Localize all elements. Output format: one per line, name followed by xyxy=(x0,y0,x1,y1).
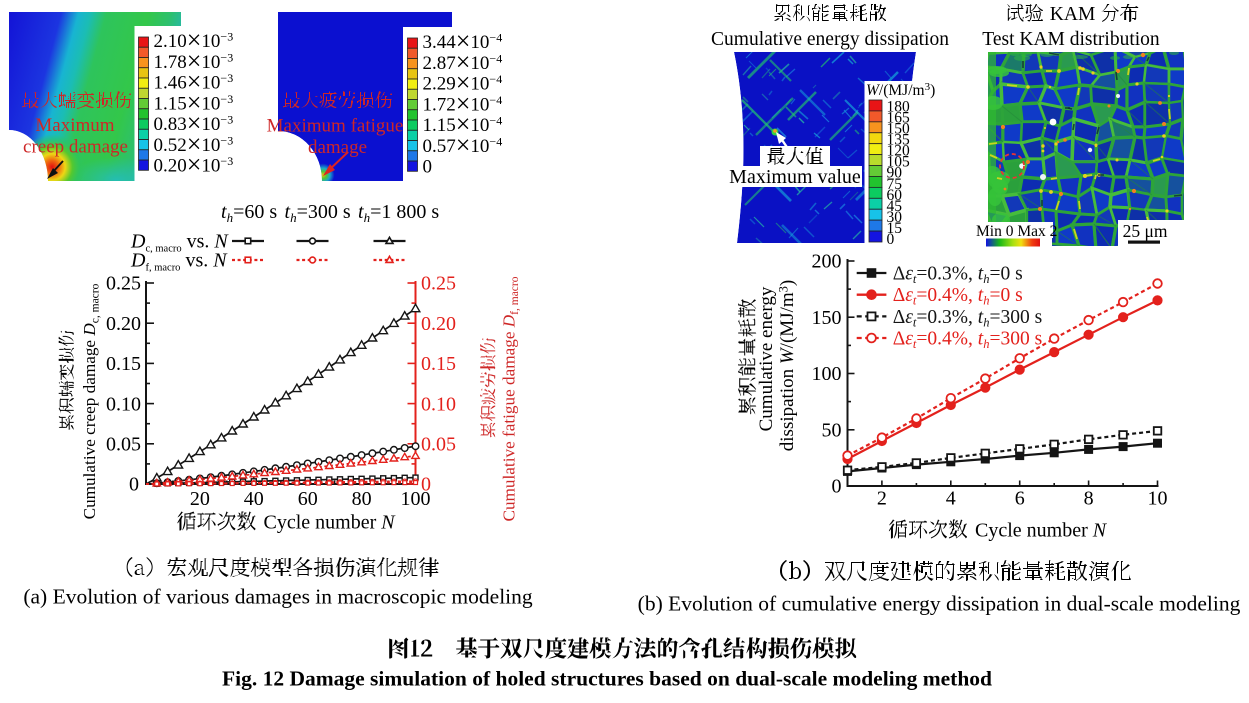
svg-text:0: 0 xyxy=(887,231,895,248)
svg-text:10: 10 xyxy=(1148,488,1168,510)
svg-text:8: 8 xyxy=(1084,488,1094,510)
svg-text:Δεt=0.3%, th=0 s: Δεt=0.3%, th=0 s xyxy=(893,264,1023,287)
svg-text:0.20: 0.20 xyxy=(106,313,141,335)
svg-text:0: 0 xyxy=(129,474,139,496)
svg-text:0.20×10−3: 0.20×10−3 xyxy=(154,150,234,179)
svg-text:th=60 s: th=60 s xyxy=(221,201,277,225)
svg-text:150: 150 xyxy=(812,307,842,329)
svg-text:Min 0 Max 2: Min 0 Max 2 xyxy=(976,223,1057,240)
svg-text:0.10: 0.10 xyxy=(421,393,456,415)
svg-text:2.87×10−4: 2.87×10−4 xyxy=(423,48,503,77)
svg-text:15: 15 xyxy=(887,220,903,237)
svg-text:1.15×10−3: 1.15×10−3 xyxy=(154,88,234,117)
svg-text:1.15×10−4: 1.15×10−4 xyxy=(423,110,503,139)
svg-text:4: 4 xyxy=(946,488,956,510)
svg-text:0.05: 0.05 xyxy=(421,434,456,456)
svg-text:0.05: 0.05 xyxy=(106,434,141,456)
svg-text:200: 200 xyxy=(812,251,842,273)
svg-text:100: 100 xyxy=(812,363,842,385)
svg-text:Δεt=0.4%, th=300 s: Δεt=0.4%, th=300 s xyxy=(893,329,1042,352)
svg-text:Test KAM distribution: Test KAM distribution xyxy=(982,29,1160,50)
svg-text:0.20: 0.20 xyxy=(421,313,456,335)
svg-text:Δεt=0.4%, th=0 s: Δεt=0.4%, th=0 s xyxy=(893,285,1023,308)
svg-text:100: 100 xyxy=(401,488,431,510)
svg-text:0: 0 xyxy=(423,157,433,178)
svg-text:165: 165 xyxy=(887,110,911,127)
svg-text:0.52×10−3: 0.52×10−3 xyxy=(154,129,234,158)
svg-text:KAM: KAM xyxy=(1050,4,1096,25)
svg-text:1.72×10−4: 1.72×10−4 xyxy=(423,89,503,118)
svg-text:45: 45 xyxy=(887,198,903,215)
svg-text:0.25: 0.25 xyxy=(106,273,141,295)
svg-text:50: 50 xyxy=(822,419,842,441)
svg-text:0.83×10−3: 0.83×10−3 xyxy=(154,109,234,138)
svg-text:2: 2 xyxy=(877,488,887,510)
svg-text:W/(MJ/m3): W/(MJ/m3) xyxy=(866,81,935,99)
svg-text:40: 40 xyxy=(244,488,264,510)
svg-text:105: 105 xyxy=(887,154,911,171)
svg-text:0.25: 0.25 xyxy=(421,273,456,295)
svg-text:2.10×10−3: 2.10×10−3 xyxy=(154,26,234,55)
svg-text:Maximum value: Maximum value xyxy=(729,166,861,188)
svg-text:Cumulative energy: Cumulative energy xyxy=(756,286,777,431)
svg-text:120: 120 xyxy=(887,143,911,160)
svg-text:(a) Evolution of various dama: (a) Evolution of various damages in macr… xyxy=(23,585,533,609)
svg-text:2.29×10−4: 2.29×10−4 xyxy=(423,68,503,97)
svg-text:creep damage: creep damage xyxy=(23,137,128,158)
svg-text:th=300 s: th=300 s xyxy=(285,201,351,225)
svg-text:Dc, macro vs. N: Dc, macro vs. N xyxy=(130,231,229,255)
svg-text:dissipation W/(MJ/m3): dissipation W/(MJ/m3) xyxy=(777,280,799,451)
svg-text:Cumulative fatigue damage Df,: Cumulative fatigue damage Df, macro xyxy=(500,276,522,521)
svg-text:0.10: 0.10 xyxy=(106,393,141,415)
svg-text:Cycle number N: Cycle number N xyxy=(975,520,1108,542)
svg-text:Cumulative creep damage Dc, ma: Cumulative creep damage Dc, macro xyxy=(80,283,102,519)
svg-text:Df, macro vs. N: Df, macro vs. N xyxy=(130,250,228,274)
svg-text:0.15: 0.15 xyxy=(421,353,456,375)
svg-text:75: 75 xyxy=(887,176,903,193)
svg-text:Cumulative energy dissipation: Cumulative energy dissipation xyxy=(711,29,949,50)
svg-text:damage: damage xyxy=(308,137,367,158)
svg-text:180: 180 xyxy=(887,99,911,116)
svg-text:30: 30 xyxy=(887,209,903,226)
svg-text:Maximum: Maximum xyxy=(35,115,114,136)
svg-text:135: 135 xyxy=(887,132,911,149)
svg-text:20: 20 xyxy=(190,488,210,510)
svg-text:Cycle number N: Cycle number N xyxy=(264,512,397,534)
svg-text:0.15: 0.15 xyxy=(106,353,141,375)
svg-text:1.46×10−3: 1.46×10−3 xyxy=(154,67,234,96)
svg-text:6: 6 xyxy=(1015,488,1025,510)
svg-text:1.78×10−3: 1.78×10−3 xyxy=(154,47,234,76)
svg-text:90: 90 xyxy=(887,165,903,182)
svg-text:0.57×10−4: 0.57×10−4 xyxy=(423,130,503,159)
svg-text:Δεt=0.3%, th=300 s: Δεt=0.3%, th=300 s xyxy=(893,307,1042,330)
svg-text:th=1 800 s: th=1 800 s xyxy=(358,201,439,225)
svg-text:0: 0 xyxy=(421,474,431,496)
svg-text:0: 0 xyxy=(832,476,842,498)
svg-text:Fig. 12 Damage simulation of: Fig. 12 Damage simulation of holed struc… xyxy=(222,667,992,691)
svg-text:60: 60 xyxy=(887,187,903,204)
svg-text:3.44×10−4: 3.44×10−4 xyxy=(423,27,503,56)
svg-text:Maximum fatigue: Maximum fatigue xyxy=(267,116,404,137)
svg-text:(b) Evolution of cumulative e: (b) Evolution of cumulative energy dissi… xyxy=(638,592,1241,616)
svg-text:80: 80 xyxy=(352,488,372,510)
svg-text:25 μm: 25 μm xyxy=(1123,221,1168,241)
svg-text:150: 150 xyxy=(887,121,911,138)
svg-text:60: 60 xyxy=(298,488,318,510)
